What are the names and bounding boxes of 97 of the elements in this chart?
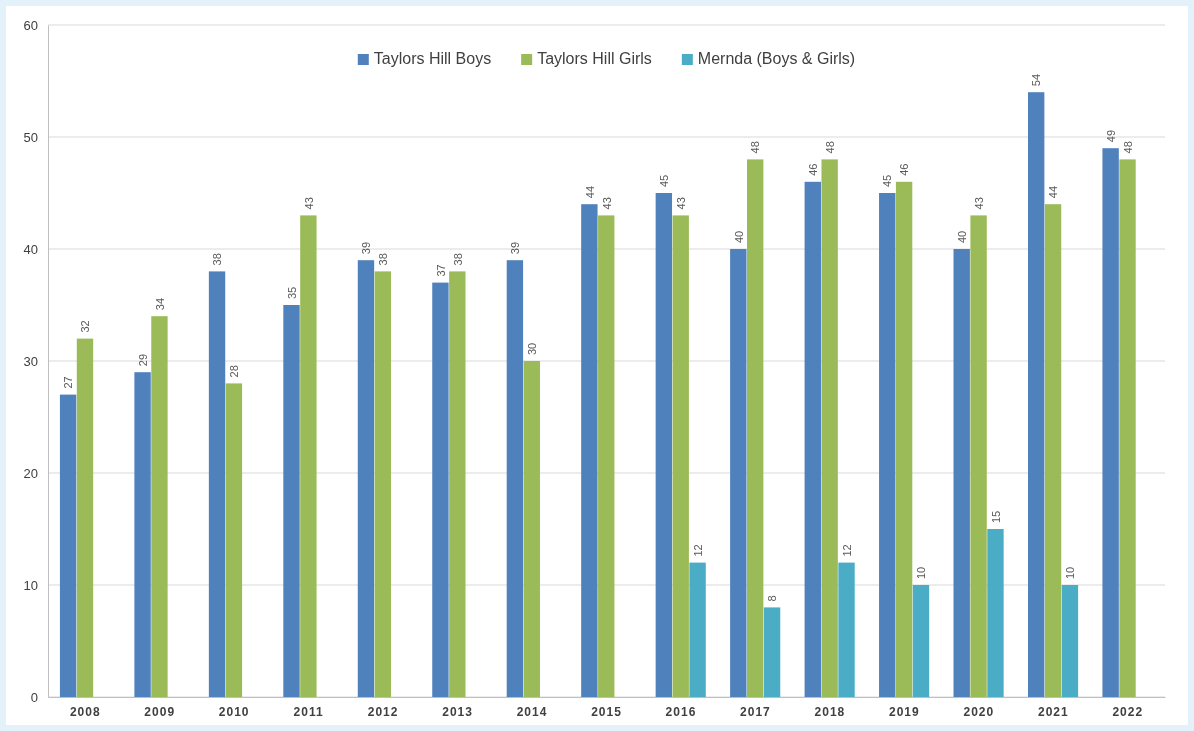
bar	[432, 282, 449, 697]
bar	[821, 159, 838, 697]
x-tick-label: 2011	[293, 704, 324, 719]
bar	[225, 383, 243, 697]
bar	[1102, 148, 1119, 697]
data-label: 32	[79, 320, 92, 333]
bar	[730, 249, 747, 697]
data-label: 46	[807, 163, 820, 176]
data-label: 54	[1030, 73, 1043, 87]
data-label: 48	[823, 141, 836, 154]
x-tick-label: 2017	[740, 704, 771, 719]
data-label: 39	[360, 241, 373, 255]
bar	[672, 215, 689, 697]
data-label: 35	[285, 286, 298, 299]
bar	[912, 585, 930, 697]
x-tick-label: 2022	[1112, 704, 1144, 719]
data-label: 43	[600, 197, 613, 210]
bar	[598, 215, 615, 697]
x-tick-label: 2012	[367, 704, 399, 719]
data-label: 43	[302, 197, 315, 210]
data-label: 30	[526, 342, 539, 355]
x-tick-label: 2020	[963, 704, 995, 719]
bar	[523, 361, 540, 697]
bar	[1044, 204, 1062, 697]
data-label: 48	[1121, 141, 1134, 154]
x-tick-label: 2010	[218, 704, 250, 719]
data-label: 28	[228, 365, 241, 378]
bar	[1027, 92, 1045, 697]
y-tick-label: 20	[23, 465, 38, 481]
data-label: 43	[972, 197, 985, 210]
bar	[581, 204, 598, 697]
data-label: 40	[732, 230, 745, 243]
legend-label: Mernda (Boys & Girls)	[697, 50, 856, 67]
data-label: 48	[749, 141, 762, 154]
data-label: 38	[451, 253, 464, 266]
bar	[357, 260, 375, 697]
data-label: 49	[1104, 129, 1117, 143]
data-label: 46	[898, 163, 911, 176]
data-label: 43	[674, 197, 687, 210]
y-tick-label: 10	[23, 577, 38, 593]
data-label: 37	[434, 264, 447, 277]
bar	[895, 181, 913, 697]
bar	[151, 316, 168, 697]
y-tick-label: 60	[23, 17, 38, 33]
bar	[506, 260, 524, 697]
y-tick-label: 0	[30, 689, 38, 705]
x-tick-label: 2019	[889, 704, 920, 719]
x-tick-label: 2018	[814, 704, 846, 719]
bar	[879, 193, 896, 697]
bar	[300, 215, 317, 697]
bar	[1061, 585, 1079, 697]
x-tick-label: 2021	[1037, 704, 1069, 719]
data-label: 29	[136, 353, 149, 367]
data-label: 12	[691, 544, 704, 557]
data-label: 8	[766, 595, 779, 602]
data-label: 39	[509, 241, 522, 255]
legend-label: Taylors Hill Girls	[537, 50, 652, 67]
x-tick-label: 2014	[516, 704, 548, 719]
data-label: 12	[840, 544, 853, 557]
bar	[838, 562, 855, 697]
data-label: 10	[915, 566, 928, 579]
bar	[59, 394, 77, 697]
legend-label: Taylors Hill Boys	[373, 50, 492, 67]
x-tick-label: 2015	[591, 704, 622, 719]
data-label: 27	[62, 376, 75, 389]
data-label: 38	[211, 253, 224, 266]
data-label: 38	[377, 253, 390, 266]
bar	[1119, 159, 1136, 697]
data-label: 45	[658, 174, 671, 187]
bar	[134, 372, 151, 697]
y-tick-label: 30	[23, 353, 38, 369]
bar	[374, 271, 392, 697]
bar	[970, 215, 987, 697]
bar	[76, 338, 94, 697]
y-tick-label: 50	[23, 129, 38, 145]
bar	[449, 271, 466, 697]
data-label: 44	[1047, 185, 1060, 199]
x-tick-label: 2009	[144, 704, 176, 719]
bar	[208, 271, 226, 697]
x-tick-label: 2013	[442, 704, 473, 719]
bar	[953, 249, 970, 697]
y-tick-label: 40	[23, 241, 38, 257]
data-label: 45	[881, 174, 894, 187]
data-label: 15	[989, 510, 1002, 523]
data-label: 10	[1064, 566, 1077, 579]
data-label: 34	[153, 297, 166, 311]
bar	[987, 529, 1004, 697]
bar	[689, 562, 706, 697]
bar	[283, 305, 300, 697]
bar	[763, 607, 781, 697]
bar	[746, 159, 764, 697]
data-label: 44	[583, 185, 596, 199]
x-tick-label: 2016	[665, 704, 697, 719]
data-label: 40	[955, 230, 968, 243]
bar	[804, 181, 821, 697]
bar	[655, 193, 673, 697]
x-tick-label: 2008	[69, 704, 101, 719]
